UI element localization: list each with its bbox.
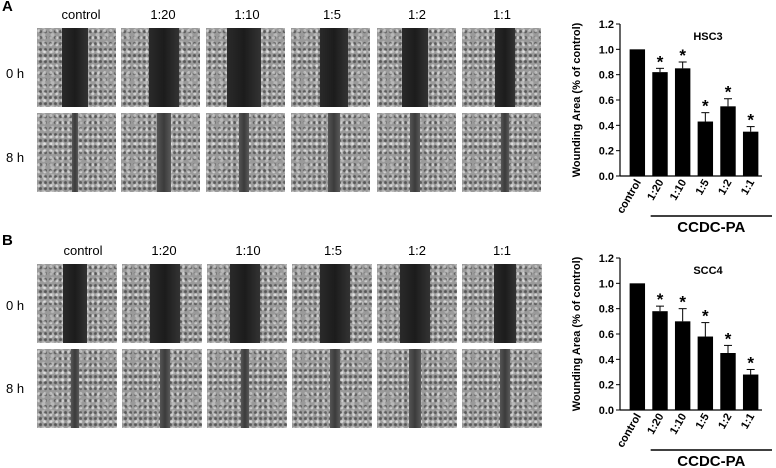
- bar-chart-hsc3: 0.0 0.2 0.4 0.6 0.8 1.0 1.2 Wounding Area (% of…: [571, 19, 772, 234]
- col-label-b-1-20: 1:20: [151, 243, 177, 258]
- bar: [674, 321, 691, 410]
- micrograph: [207, 349, 287, 428]
- micrograph: [462, 28, 541, 107]
- significance-marker: *: [657, 52, 664, 71]
- micrograph: [37, 264, 117, 343]
- x-tick-label: 1:20: [645, 412, 666, 437]
- micrograph: [377, 113, 456, 192]
- col-label-a-1-2: 1:2: [407, 7, 427, 22]
- x-tick-label: 1:5: [694, 412, 712, 432]
- col-label-b-1-1: 1:1: [492, 243, 512, 258]
- y-axis-label: Wounding Area (% of control): [571, 256, 583, 411]
- col-label-a-1-1: 1:1: [492, 7, 512, 22]
- bar: [720, 106, 736, 176]
- col-label-a-1-10: 1:10: [234, 7, 260, 22]
- bar: [742, 374, 759, 410]
- row-label-b-8h: 8 h: [6, 381, 25, 396]
- micrograph: [291, 113, 370, 192]
- x-tick-label: 1:5: [694, 178, 712, 198]
- y-tick-label: 0.0: [599, 171, 614, 183]
- micrograph: [377, 264, 457, 343]
- x-tick-label: control: [615, 412, 644, 450]
- panel-letter-b: B: [2, 232, 13, 249]
- micrograph: [292, 349, 372, 428]
- micrograph: [121, 113, 200, 192]
- row-label-a-8h: 8 h: [6, 150, 25, 165]
- micrograph: [377, 28, 456, 107]
- significance-marker: *: [702, 307, 709, 326]
- x-tick-label: 1:20: [645, 178, 666, 203]
- micrograph: [292, 264, 372, 343]
- significance-marker: *: [725, 329, 732, 348]
- x-tick-label: 1:10: [668, 412, 689, 437]
- col-label-b-1-2: 1:2: [407, 243, 427, 258]
- x-tick-label: 1:2: [716, 412, 734, 432]
- row-label-b-0h: 0 h: [6, 298, 25, 313]
- micrograph: [206, 28, 285, 107]
- row-label-a-0h: 0 h: [6, 66, 25, 81]
- col-label-b-1-10: 1:10: [235, 243, 261, 258]
- x-tick-label: 1:10: [668, 178, 689, 203]
- x-tick-label: 1:1: [739, 412, 757, 432]
- significance-marker: *: [702, 97, 709, 116]
- bar: [652, 72, 668, 176]
- bar: [652, 311, 668, 410]
- micrograph: [37, 349, 117, 428]
- y-tick-label: 0.0: [599, 405, 614, 417]
- micrograph: [122, 264, 202, 343]
- chart-title: SCC4: [693, 265, 723, 277]
- y-axis-label: Wounding Area (% of control): [571, 22, 583, 177]
- bar: [697, 336, 714, 410]
- bar: [674, 68, 691, 176]
- y-tick-label: 0.6: [599, 329, 614, 341]
- group-label: CCDC-PA: [677, 453, 745, 468]
- x-tick-label: control: [615, 178, 644, 216]
- y-tick-label: 0.8: [599, 304, 614, 316]
- col-label-a-1-5: 1:5: [322, 7, 342, 22]
- y-tick-label: 1.0: [599, 278, 614, 290]
- significance-marker: *: [747, 111, 754, 130]
- micrograph: [37, 28, 116, 107]
- chart-title: HSC3: [693, 31, 722, 43]
- micrograph: [462, 349, 542, 428]
- y-tick-label: 0.4: [599, 354, 615, 366]
- bar: [742, 131, 759, 176]
- col-label-a-1-20: 1:20: [150, 7, 176, 22]
- col-label-b-1-5: 1:5: [323, 243, 343, 258]
- y-tick-label: 1.2: [599, 253, 614, 265]
- bar-chart-scc4: 0.0 0.2 0.4 0.6 0.8 1.0 1.2 Wounding Area (% of…: [571, 253, 772, 468]
- col-label-a-control: control: [61, 7, 101, 22]
- y-tick-label: 0.8: [599, 70, 614, 82]
- panel-letter-a: A: [2, 0, 13, 15]
- significance-marker: *: [747, 353, 754, 372]
- y-tick-label: 1.0: [599, 44, 614, 56]
- y-tick-label: 0.4: [599, 120, 615, 132]
- significance-marker: *: [679, 46, 686, 65]
- micrograph: [291, 28, 370, 107]
- y-tick-label: 0.6: [599, 95, 614, 107]
- bar: [720, 353, 736, 410]
- group-label: CCDC-PA: [677, 219, 745, 234]
- y-tick-label: 0.2: [599, 146, 614, 158]
- micrograph: [37, 113, 116, 192]
- x-tick-label: 1:1: [739, 178, 757, 198]
- bar: [629, 49, 646, 177]
- micrograph: [121, 28, 200, 107]
- micrograph: [207, 264, 287, 343]
- significance-marker: *: [657, 290, 664, 309]
- significance-marker: *: [725, 83, 732, 102]
- significance-marker: *: [679, 293, 686, 312]
- col-label-b-control: control: [63, 243, 103, 258]
- bar: [629, 283, 646, 410]
- micrograph: [122, 349, 202, 428]
- micrograph: [462, 113, 541, 192]
- micrograph: [462, 264, 542, 343]
- x-tick-label: 1:2: [716, 178, 734, 198]
- y-tick-label: 1.2: [599, 19, 614, 31]
- y-tick-label: 0.2: [599, 380, 614, 392]
- micrograph: [206, 113, 285, 192]
- bar: [697, 121, 714, 176]
- micrograph: [377, 349, 457, 428]
